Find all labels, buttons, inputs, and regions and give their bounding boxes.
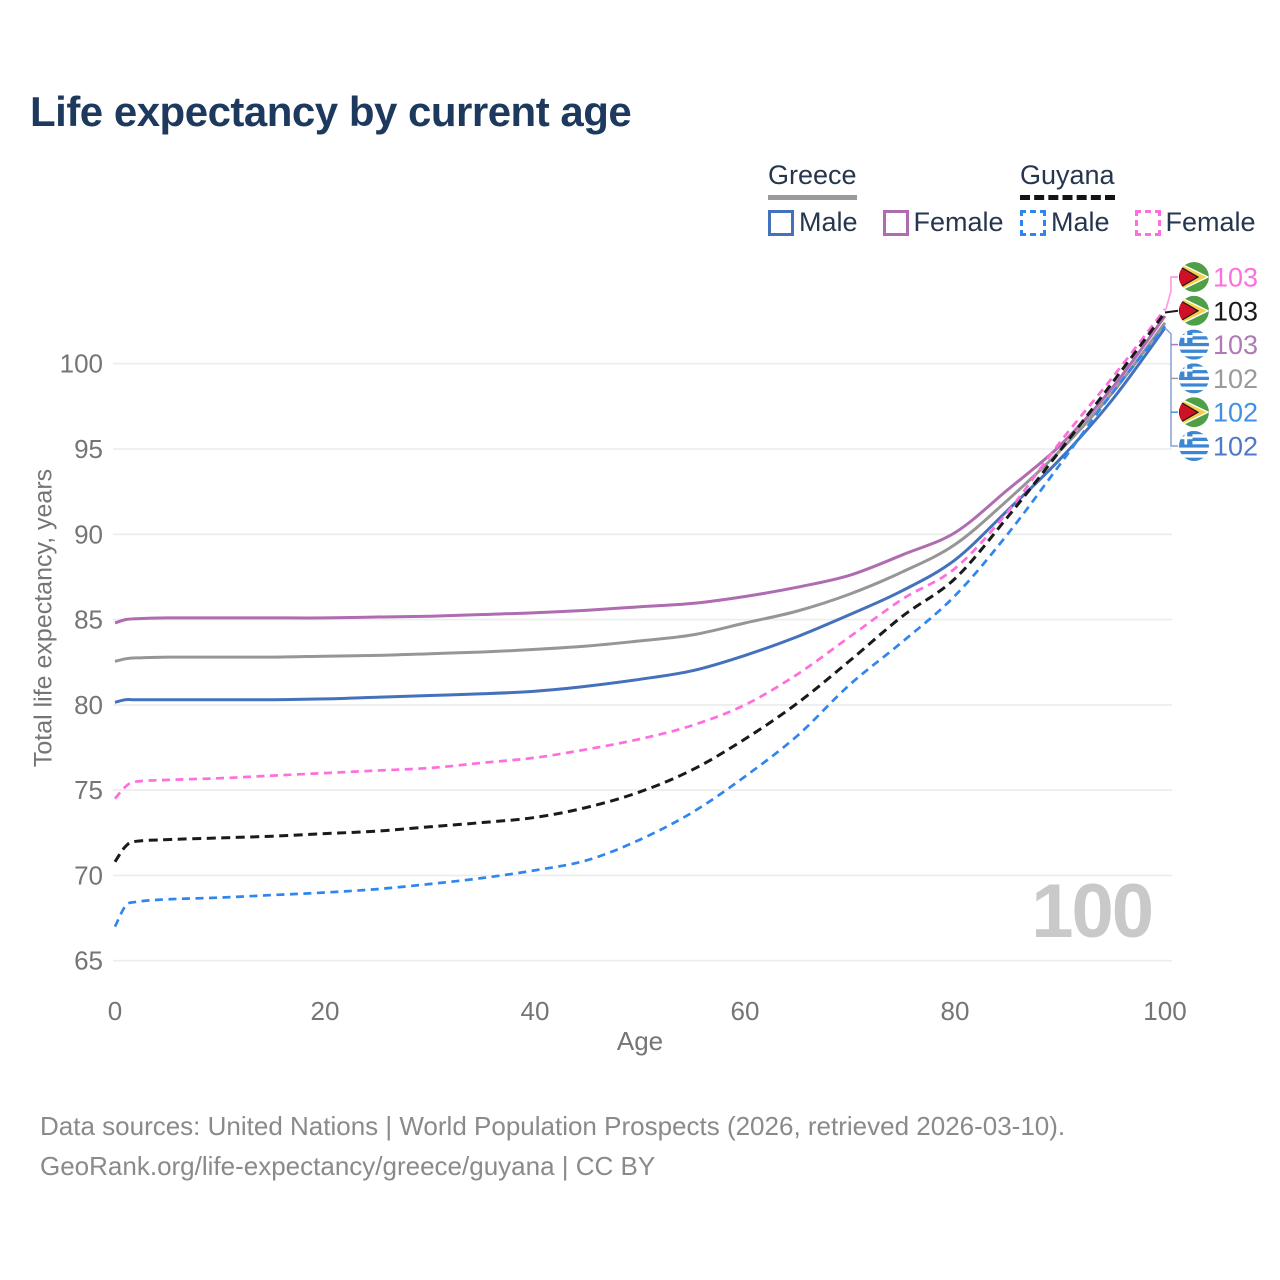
series-line-greece-male [114, 327, 1167, 704]
series-line-guyana-all [113, 311, 1167, 863]
flag-stripe [1179, 390, 1209, 394]
x-axis-title: Age [616, 1026, 664, 1056]
flag-stripe [1179, 332, 1209, 337]
guyana-flag-icon [1179, 295, 1209, 326]
legend-label-greece-female: Female [913, 207, 1004, 237]
flag-cross [1179, 436, 1193, 440]
leader-line-guyana-female [1165, 276, 1178, 310]
legend-group-greece: Greece Male Female [768, 160, 1004, 238]
legend-label-greece-male: Male [799, 207, 858, 237]
flag-stripe [1179, 370, 1209, 374]
flag-stripe [1179, 431, 1209, 435]
legend-swatch-guyana-male-icon [1020, 209, 1046, 236]
flag-triangle [1179, 298, 1200, 323]
leader-line-spine [1164, 327, 1178, 447]
flag-cross [1179, 368, 1193, 372]
leader-line-guyana-all [1164, 309, 1179, 314]
flag-stripe [1179, 376, 1209, 381]
x-tick-label: 0 [108, 996, 122, 1026]
age-watermark: 100 [1031, 869, 1154, 954]
flag-stripe [1179, 352, 1209, 357]
x-tick-label: 80 [941, 996, 970, 1026]
flag-stripe [1179, 447, 1209, 451]
x-tick-label: 20 [311, 996, 340, 1026]
y-tick-label: 80 [74, 690, 103, 720]
y-tick-label: 75 [74, 775, 103, 805]
footer-data-sources: Data sources: United Nations | World Pop… [40, 1111, 1066, 1141]
flag-stripe [1179, 451, 1209, 455]
y-tick-label: 70 [74, 860, 103, 890]
flag-stripe [1179, 454, 1209, 458]
flag-stripe [1179, 386, 1209, 391]
flag-stripe [1179, 444, 1209, 448]
flag-stripe [1179, 437, 1209, 441]
series-line-greece-all [114, 321, 1167, 663]
flag-stripe [1179, 336, 1209, 340]
flag-stripe [1179, 329, 1209, 333]
guyana-flag-icon [1179, 397, 1209, 428]
flag-stripe [1179, 434, 1209, 438]
legend-group-guyana: Guyana Male Female [1020, 160, 1256, 238]
page-title: Life expectancy by current age [30, 88, 632, 135]
y-axis-title: Total life expectancy, years [29, 468, 58, 768]
legend-label-guyana-male: Male [1051, 207, 1110, 237]
flag-stripe [1179, 349, 1209, 353]
x-tick-label: 60 [731, 996, 760, 1026]
flag-triangle [1179, 400, 1200, 425]
y-tick-label: 85 [74, 605, 103, 635]
legend-items-guyana: Male Female [1020, 207, 1256, 238]
end-label-greece-female: 103 [1213, 330, 1258, 360]
end-label-guyana-male: 102 [1213, 398, 1258, 428]
legend-swatch-greece-female-icon [882, 209, 909, 236]
y-tick-label: 95 [74, 434, 103, 464]
end-label-greece-male: 102 [1213, 432, 1258, 462]
flag-stripe [1179, 383, 1209, 387]
y-tick-label: 90 [74, 519, 103, 549]
greece-flag-icon [1179, 329, 1209, 360]
flag-stripe [1179, 441, 1209, 445]
series-line-guyana-male [113, 325, 1167, 928]
greece-flag-icon [1179, 431, 1209, 461]
y-tick-label: 65 [74, 946, 103, 976]
footer: Data sources: United Nations | World Pop… [40, 1106, 1065, 1186]
flag-stripe [1179, 363, 1209, 367]
end-label-greece-all: 102 [1213, 364, 1258, 394]
y-tick-label: 100 [60, 349, 103, 379]
flag-stripe [1179, 373, 1209, 377]
legend-items-greece: Male Female [768, 207, 1004, 238]
legend-swatch-greece-male-icon [768, 209, 794, 236]
legend-swatch-guyana-female-icon [1134, 209, 1161, 236]
end-label-guyana-all: 103 [1213, 296, 1258, 326]
flag-stripe [1179, 457, 1209, 461]
legend-country-guyana: Guyana [1020, 160, 1115, 200]
series-line-guyana-female [113, 308, 1167, 800]
flag-stripe [1179, 366, 1209, 371]
greece-flag-icon [1179, 363, 1209, 394]
flag-cross [1179, 335, 1193, 338]
legend-country-greece: Greece [768, 160, 857, 200]
x-tick-label: 100 [1143, 996, 1186, 1026]
legend-label-guyana-female: Female [1165, 207, 1256, 237]
footer-attribution: GeoRank.org/life-expectancy/greece/guyan… [40, 1151, 656, 1181]
guyana-flag-icon [1179, 262, 1209, 292]
end-label-guyana-female: 103 [1213, 263, 1258, 293]
flag-stripe [1179, 339, 1209, 343]
series-line-greece-female [114, 315, 1167, 625]
flag-stripe [1179, 346, 1209, 350]
x-tick-label: 40 [521, 996, 550, 1026]
flag-stripe [1179, 380, 1209, 384]
flag-stripe [1179, 356, 1209, 360]
flag-triangle [1179, 264, 1200, 290]
flag-stripe [1179, 342, 1209, 347]
